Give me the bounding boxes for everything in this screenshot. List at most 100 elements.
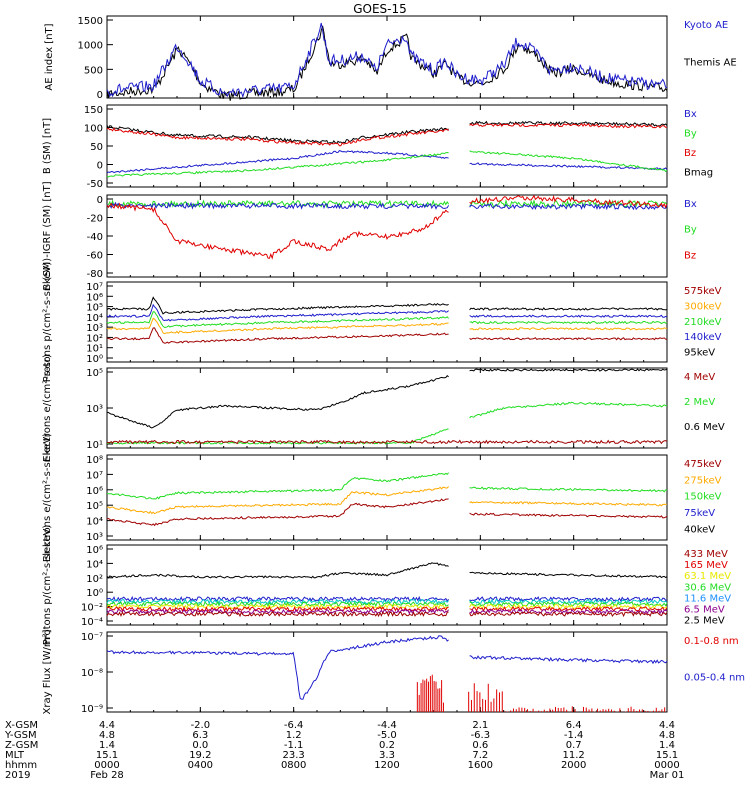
y-tick-label: 10⁵ xyxy=(86,368,103,379)
legend-entry: 433 MeV xyxy=(684,549,728,560)
electron-4mev-series xyxy=(106,439,668,445)
footer-row-label: Z-GSM xyxy=(5,740,38,751)
bx-series xyxy=(106,150,668,174)
footer-value: 7.2 xyxy=(472,750,488,761)
y-tick-label: 1000 xyxy=(78,41,103,52)
y-tick-label: 10⁻⁸ xyxy=(81,668,103,679)
footer-value: 1200 xyxy=(374,760,399,771)
legend-entry: Themis AE xyxy=(683,57,737,68)
y-tick-label: 10³ xyxy=(86,404,103,415)
legend-entry: Bmag xyxy=(684,168,713,179)
footer-value: Feb 28 xyxy=(90,770,124,781)
legend-entry: 300keV xyxy=(684,301,722,312)
y-tick-label: 10⁷ xyxy=(86,282,103,293)
electron-2mev-series xyxy=(107,401,668,445)
y-tick-label: 10⁶ xyxy=(86,486,103,497)
footer-value: 0.6 xyxy=(472,740,488,751)
electron-diff-series-1 xyxy=(106,486,668,515)
legend-entry: Bx xyxy=(684,199,697,210)
legend-entry: 63.1 MeV xyxy=(684,571,731,582)
y-axis-label: AE index [nT] xyxy=(44,23,55,90)
footer-value: -5.0 xyxy=(377,730,397,741)
y-tick-label: 10⁻⁹ xyxy=(81,704,103,715)
y-tick-label: 500 xyxy=(84,65,103,76)
footer-row-label: Y-GSM xyxy=(4,730,37,741)
footer-value: -1.4 xyxy=(564,730,584,741)
y-tick-label: 10⁶ xyxy=(86,292,103,303)
footer-value: 0.2 xyxy=(379,740,395,751)
y-tick-label: 10² xyxy=(86,574,103,585)
y-axis-label: B (SM)-IGRF (SM) [nT] xyxy=(42,181,53,290)
legend-entry: 150keV xyxy=(684,492,722,503)
footer-value: 1.2 xyxy=(286,730,302,741)
y-axis-label: Electrons e/(cm²-s-sr) xyxy=(42,354,53,462)
footer-value: 0400 xyxy=(188,760,213,771)
legend-entry: Bx xyxy=(684,109,697,120)
y-tick-label: 10⁶ xyxy=(86,545,103,556)
y-tick-label: 100 xyxy=(84,124,103,135)
legend-entry: Bz xyxy=(684,250,696,261)
footer-value: 1600 xyxy=(468,760,493,771)
footer-value: 19.2 xyxy=(189,750,211,761)
legend-entry: 0.1-0.8 nm xyxy=(684,636,739,647)
y-tick-label: 10³ xyxy=(86,532,103,543)
y-tick-label: -50 xyxy=(87,179,103,190)
y-tick-label: 10³ xyxy=(86,323,103,334)
legend-entry: Bz xyxy=(684,148,696,159)
footer-value: 1.4 xyxy=(99,740,115,751)
y-tick-label: -80 xyxy=(87,269,103,280)
legend-entry: 0.05-0.4 nm xyxy=(684,672,745,683)
footer-value: 4.8 xyxy=(99,730,115,741)
y-tick-label: -20 xyxy=(87,214,103,225)
y-tick-label: 10⁷ xyxy=(86,470,103,481)
proton-series-1 xyxy=(106,303,668,322)
panel-frame-6 xyxy=(106,454,668,541)
footer-value: -2.0 xyxy=(191,720,211,731)
legend-entry: 0.6 MeV xyxy=(684,422,725,433)
bz-series xyxy=(106,194,668,260)
proton-series-3 xyxy=(106,317,668,335)
y-tick-label: 10⁴ xyxy=(86,559,103,570)
legend-entry: 11.6 MeV xyxy=(684,593,731,604)
footer-value: -4.4 xyxy=(377,720,397,731)
y-tick-label: 10⁴ xyxy=(86,517,103,528)
electron-0p6mev-series xyxy=(106,368,668,429)
footer-value: 15.1 xyxy=(96,750,118,761)
proton-series-0 xyxy=(106,296,668,315)
footer-value: 6.3 xyxy=(192,730,208,741)
proton-band-6 xyxy=(106,610,668,618)
panel-frame-4 xyxy=(106,281,668,363)
legend-entry: 165 MeV xyxy=(684,560,728,571)
y-tick-label: 10⁰ xyxy=(86,588,103,599)
footer-value: 0800 xyxy=(281,760,306,771)
footer-value: 4.8 xyxy=(659,730,675,741)
kyoto-ae-series xyxy=(106,22,668,99)
y-tick-label: 10⁵ xyxy=(86,303,103,314)
footer-value: 0.7 xyxy=(566,740,582,751)
y-axis-label: Electrons e/(cm²-s-sr-keV) xyxy=(42,433,53,562)
footer-value: -6.4 xyxy=(284,720,304,731)
y-tick-label: 10² xyxy=(86,333,103,344)
by-series xyxy=(106,150,668,178)
legend-entry: 6.5 MeV xyxy=(684,605,725,616)
legend-entry: 140keV xyxy=(684,332,722,343)
y-tick-label: 0 xyxy=(97,90,103,101)
xray-long-series xyxy=(106,635,668,700)
y-tick-label: 10⁻² xyxy=(81,603,103,614)
y-axis-label: Protons p/(cm²-s-sr-keV) xyxy=(42,525,53,646)
y-tick-label: -60 xyxy=(87,251,103,262)
footer-value: Mar 01 xyxy=(650,770,685,781)
legend-entry: By xyxy=(684,225,697,236)
proton-series-4 xyxy=(106,327,668,344)
y-tick-label: 0 xyxy=(97,161,103,172)
legend-entry: 40keV xyxy=(684,524,715,535)
footer-value: 6.4 xyxy=(566,720,582,731)
footer-value: 15.1 xyxy=(656,750,678,761)
electron-diff-series-2 xyxy=(106,498,668,527)
y-tick-label: 1500 xyxy=(78,16,103,27)
y-tick-label: 10¹ xyxy=(86,440,103,451)
footer-value: -6.3 xyxy=(471,730,491,741)
y-axis-label: Protons p/(cm²-s-sr-keV) xyxy=(42,262,53,383)
